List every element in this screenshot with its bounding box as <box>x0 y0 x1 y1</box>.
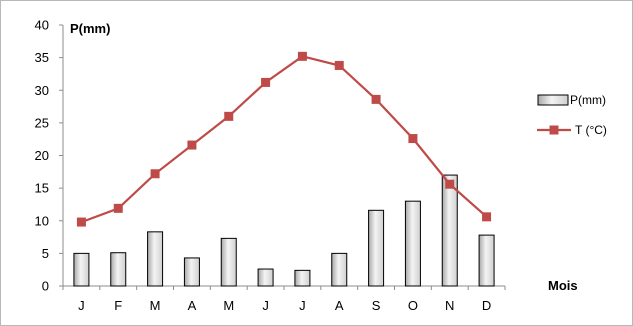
line-point <box>334 60 344 70</box>
bar <box>73 252 90 287</box>
bar <box>478 234 495 287</box>
bar <box>220 237 237 287</box>
y-tick-label: 40 <box>35 18 49 33</box>
line-point <box>76 217 86 227</box>
temperature-line <box>81 55 488 224</box>
line-point <box>113 203 123 213</box>
bar <box>441 174 458 287</box>
bar <box>147 231 164 287</box>
x-tick-label: M <box>150 298 161 313</box>
x-tick-label: J <box>262 298 269 313</box>
x-tick-label: J <box>299 298 306 313</box>
y-tick-label: 20 <box>35 148 49 163</box>
bar <box>331 252 348 287</box>
line-point <box>445 179 455 189</box>
bar <box>368 209 385 287</box>
bar <box>257 268 274 287</box>
y-tick-label: 0 <box>42 279 49 294</box>
bar <box>183 257 200 287</box>
legend-bar-swatch <box>537 94 569 106</box>
line-series <box>76 51 492 227</box>
y-tick-label: 25 <box>35 115 49 130</box>
bar <box>294 269 311 287</box>
legend-label: T (°C) <box>575 123 607 137</box>
bar-series <box>73 174 495 287</box>
y-tick-label: 35 <box>35 50 49 65</box>
line-point <box>482 212 492 222</box>
line-point <box>224 111 234 121</box>
bar <box>110 252 127 287</box>
x-axis-label: Mois <box>548 278 578 293</box>
y-tick-label: 5 <box>42 246 49 261</box>
x-tick-label: D <box>482 298 491 313</box>
tick-labels: 0 5 10 15 20 25 30 35 40 J F M A M J J A S O N D <box>35 18 492 314</box>
legend-label: P(mm) <box>570 93 606 107</box>
line-point <box>297 51 307 61</box>
y-tick-label: 30 <box>35 83 49 98</box>
x-tick-label: S <box>372 298 381 313</box>
x-tick-label: N <box>445 298 454 313</box>
y-tick-label: 15 <box>35 181 49 196</box>
legend-marker <box>549 125 559 135</box>
y-tick-label: 10 <box>35 213 49 228</box>
legend: P(mm) T (°C) <box>537 93 607 137</box>
line-point <box>187 140 197 150</box>
line-point <box>261 77 271 87</box>
bar <box>404 200 421 287</box>
x-tick-label: F <box>114 298 122 313</box>
line-point <box>408 134 418 144</box>
x-tick-label: O <box>408 298 418 313</box>
line-point <box>371 94 381 104</box>
axes <box>59 24 506 290</box>
x-tick-label: A <box>335 298 344 313</box>
x-tick-label: A <box>188 298 197 313</box>
x-tick-label: M <box>223 298 234 313</box>
y-axis-label: P(mm) <box>70 21 110 36</box>
x-tick-label: J <box>78 298 85 313</box>
line-point <box>150 169 160 179</box>
